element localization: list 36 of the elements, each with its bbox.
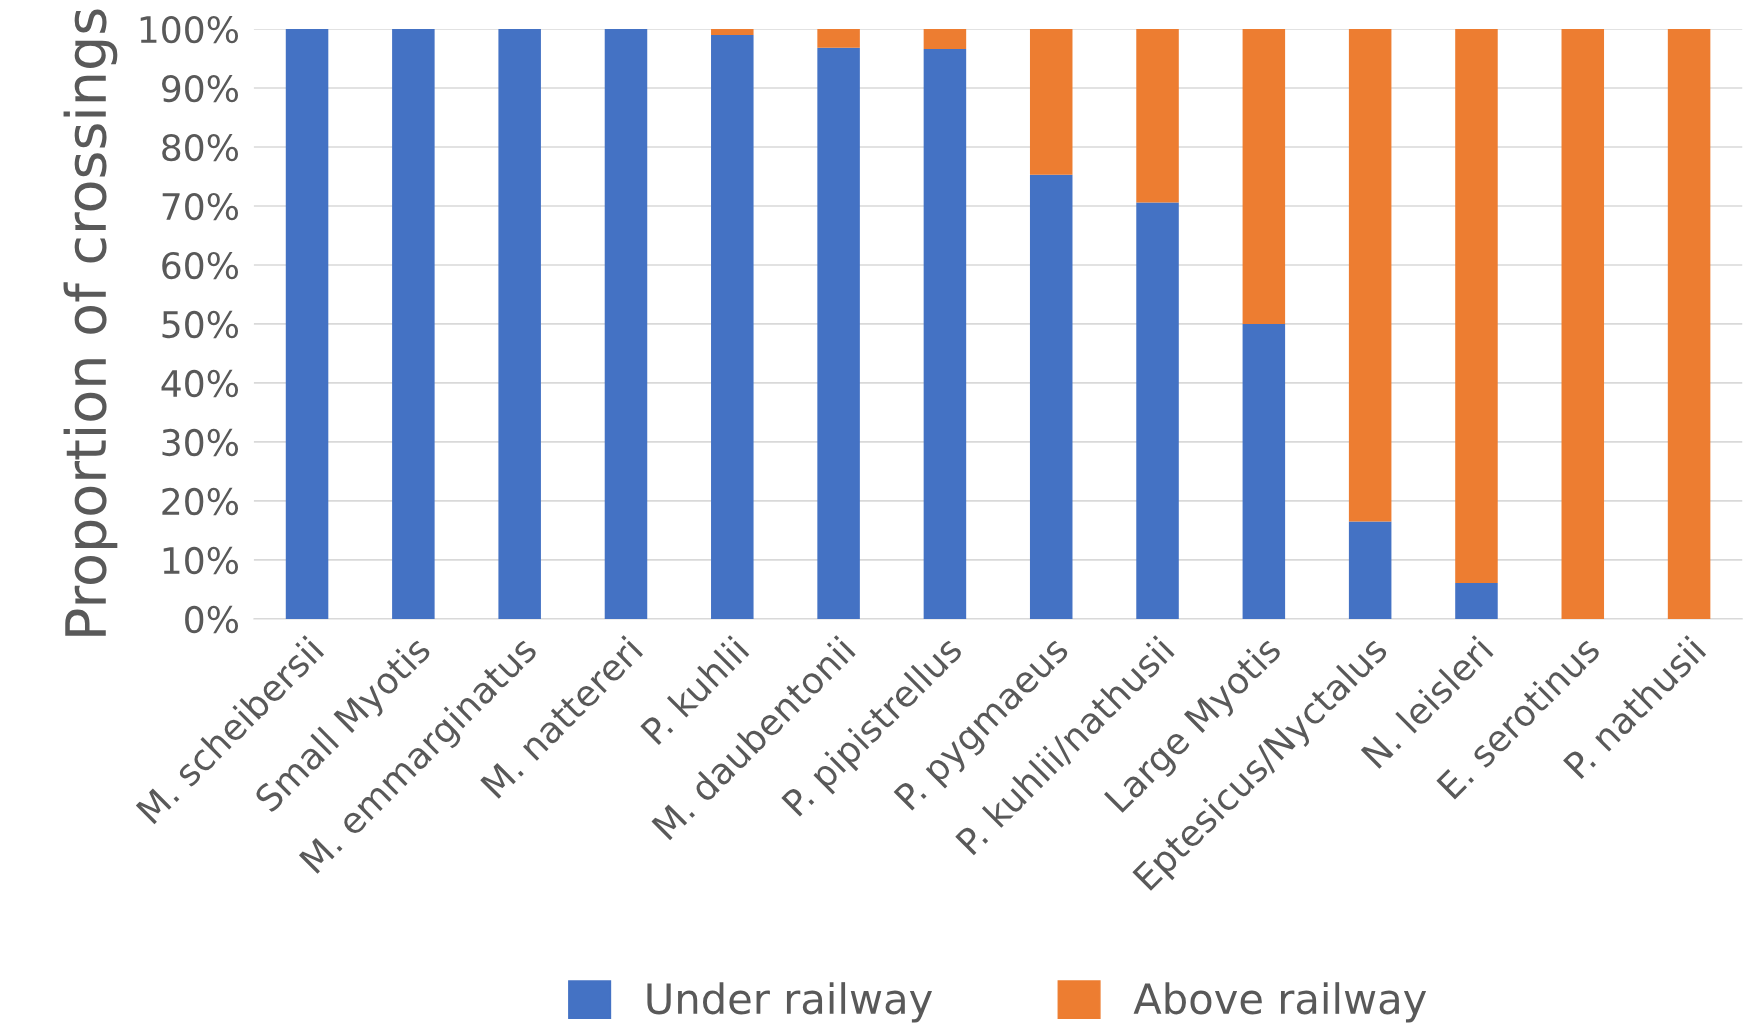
- y-tick-label: 70%: [162, 192, 239, 221]
- bar: [498, 28, 541, 619]
- bar: [1136, 202, 1179, 619]
- bar: [711, 34, 754, 619]
- bar: [711, 28, 754, 35]
- legend-label: Under railway: [647, 982, 933, 1023]
- bar: [1136, 28, 1179, 203]
- bar: [1667, 28, 1711, 619]
- bar: [1242, 323, 1286, 619]
- y-tick-label: 60%: [162, 251, 239, 280]
- bar: [1455, 28, 1498, 583]
- bar: [1242, 28, 1286, 324]
- bar: [923, 49, 967, 619]
- bar: [817, 28, 860, 48]
- bar: [1029, 174, 1073, 619]
- legend-label: Above railway: [1133, 982, 1427, 1023]
- bar: [1029, 28, 1073, 175]
- y-tick-label: 30%: [162, 428, 239, 457]
- bar: [1455, 582, 1498, 619]
- bar: [392, 28, 435, 619]
- bar: [604, 28, 648, 619]
- y-tick-label: 50%: [162, 310, 239, 339]
- y-tick-label: 20%: [162, 487, 239, 516]
- bar: [1561, 28, 1605, 619]
- y-tick-label: 10%: [163, 546, 239, 575]
- bar: [1348, 28, 1392, 522]
- bar: [923, 28, 967, 50]
- bar: [285, 28, 329, 619]
- bar: [1348, 521, 1392, 619]
- y-tick-label: 0%: [185, 605, 239, 634]
- y-tick-label: 80%: [162, 133, 239, 162]
- y-tick-label: 40%: [161, 369, 239, 398]
- y-tick-label: 100%: [140, 15, 239, 44]
- y-tick-label: 90%: [162, 74, 239, 103]
- y-axis-title: Proportion of crossings: [63, 9, 118, 636]
- bar: [817, 47, 860, 619]
